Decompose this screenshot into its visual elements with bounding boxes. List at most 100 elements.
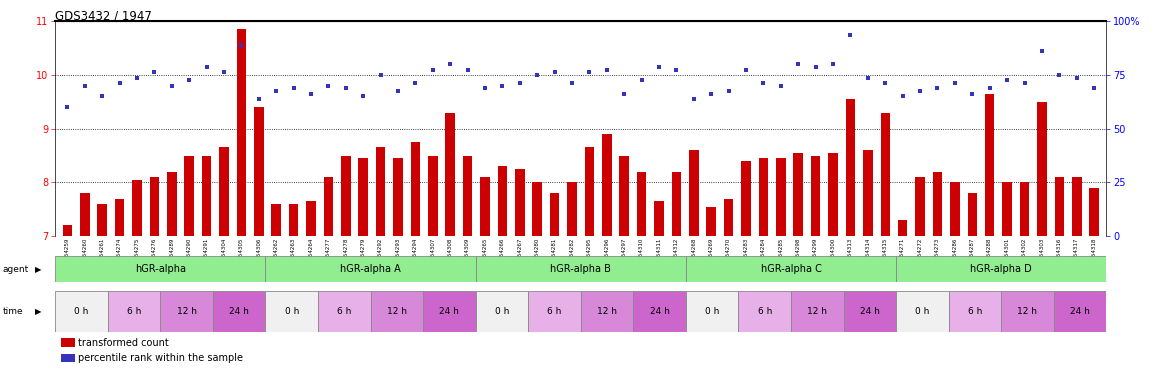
Text: ▶: ▶ xyxy=(34,265,41,274)
Bar xyxy=(55,291,108,332)
Bar xyxy=(637,172,646,236)
Bar xyxy=(266,291,317,332)
Bar xyxy=(689,150,699,236)
Point xyxy=(459,66,477,73)
Bar xyxy=(237,29,246,236)
Point xyxy=(632,77,651,83)
Point xyxy=(250,96,268,102)
Bar xyxy=(532,182,542,236)
Bar xyxy=(620,156,629,236)
Point xyxy=(1033,48,1051,54)
Bar xyxy=(323,177,334,236)
Point xyxy=(284,85,302,91)
Point xyxy=(1015,80,1034,86)
Point xyxy=(215,69,233,75)
Text: GDS3432 / 1947: GDS3432 / 1947 xyxy=(55,10,152,23)
Bar xyxy=(896,256,1106,282)
Bar xyxy=(1037,102,1046,236)
Bar xyxy=(811,156,820,236)
Bar xyxy=(776,158,785,236)
Bar xyxy=(167,172,177,236)
Bar xyxy=(359,158,368,236)
Text: 0 h: 0 h xyxy=(705,307,720,316)
Point xyxy=(876,80,895,86)
Bar xyxy=(793,153,803,236)
Bar xyxy=(738,291,791,332)
Text: 12 h: 12 h xyxy=(177,307,197,316)
Point xyxy=(528,72,546,78)
Bar xyxy=(55,256,266,282)
Point xyxy=(720,88,738,94)
Point xyxy=(476,85,494,91)
Text: 6 h: 6 h xyxy=(758,307,772,316)
Bar xyxy=(706,207,716,236)
Point xyxy=(684,96,703,102)
Bar xyxy=(476,256,685,282)
Point xyxy=(823,61,842,67)
Point xyxy=(911,88,929,94)
Point xyxy=(754,80,773,86)
Bar xyxy=(201,156,212,236)
Text: 0 h: 0 h xyxy=(494,307,509,316)
Point xyxy=(615,91,634,97)
Bar xyxy=(984,94,995,236)
Bar xyxy=(634,291,685,332)
Point xyxy=(301,91,320,97)
Bar xyxy=(1020,182,1029,236)
Bar xyxy=(1053,291,1106,332)
Text: 0 h: 0 h xyxy=(284,307,299,316)
Bar xyxy=(828,153,838,236)
Bar xyxy=(685,291,738,332)
Point xyxy=(162,83,181,89)
Bar xyxy=(515,169,524,236)
Point xyxy=(981,85,999,91)
Bar xyxy=(567,182,577,236)
Point xyxy=(354,93,373,99)
Point xyxy=(667,66,685,73)
Bar xyxy=(844,291,896,332)
Bar xyxy=(1003,182,1012,236)
Text: hGR-alpha D: hGR-alpha D xyxy=(971,264,1032,274)
Point xyxy=(511,80,529,86)
Bar xyxy=(115,199,124,236)
Bar xyxy=(933,172,942,236)
Point xyxy=(598,66,616,73)
Point xyxy=(650,64,668,70)
Point xyxy=(406,80,424,86)
Text: 0 h: 0 h xyxy=(915,307,929,316)
Bar xyxy=(108,291,160,332)
Point xyxy=(737,66,756,73)
Point xyxy=(76,83,94,89)
Bar xyxy=(759,158,768,236)
Point xyxy=(945,80,964,86)
Bar xyxy=(376,147,385,236)
Point xyxy=(1050,72,1068,78)
Bar xyxy=(411,142,420,236)
Point xyxy=(93,93,112,99)
Bar xyxy=(603,134,612,236)
Text: 12 h: 12 h xyxy=(807,307,827,316)
Text: 12 h: 12 h xyxy=(1018,307,1037,316)
Bar xyxy=(306,201,316,236)
Text: 24 h: 24 h xyxy=(650,307,669,316)
Point xyxy=(842,31,860,38)
Text: hGR-alpha: hGR-alpha xyxy=(135,264,186,274)
Bar xyxy=(1002,291,1053,332)
Bar xyxy=(550,193,559,236)
Bar xyxy=(342,156,351,236)
Bar xyxy=(742,161,751,236)
Text: transformed count: transformed count xyxy=(78,338,169,348)
Point xyxy=(859,74,877,81)
Text: hGR-alpha C: hGR-alpha C xyxy=(760,264,821,274)
Text: 24 h: 24 h xyxy=(860,307,880,316)
Bar xyxy=(950,182,960,236)
Text: 24 h: 24 h xyxy=(229,307,250,316)
Point xyxy=(232,42,251,48)
Text: ▶: ▶ xyxy=(34,307,41,316)
Bar xyxy=(528,291,581,332)
Point xyxy=(928,85,946,91)
Bar xyxy=(62,225,72,236)
Point xyxy=(110,80,129,86)
Bar xyxy=(654,201,664,236)
Point xyxy=(998,77,1017,83)
